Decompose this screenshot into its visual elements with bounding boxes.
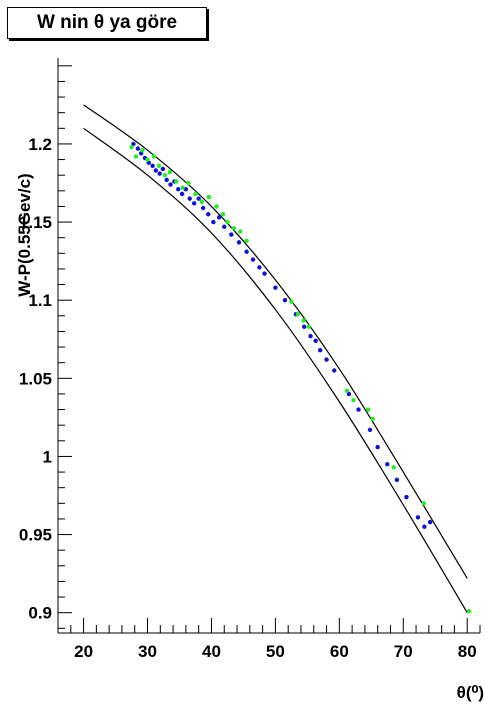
blue-data-point — [153, 168, 159, 173]
green-data-point — [140, 147, 145, 153]
green-data-point — [206, 194, 212, 200]
tick-labels-layer: 20 30 40 50 60 70 80 0.9 0.95 1 1.05 1.1 1.15 1.2 — [19, 135, 477, 661]
blue-data-point — [222, 224, 227, 229]
blue-data-point — [308, 333, 313, 339]
green-data-point — [129, 144, 134, 150]
blue-data-point — [301, 324, 307, 329]
blue-data-point — [244, 249, 249, 254]
blue-data-point — [236, 240, 242, 245]
lower-envelope-curve — [83, 127, 468, 613]
green-data-point — [145, 157, 150, 162]
x-tick-label: 40 — [202, 642, 221, 661]
blue-data-point — [179, 191, 185, 197]
blue-data-point — [415, 515, 421, 520]
green-data-point — [370, 416, 375, 422]
green-data-point — [220, 212, 226, 217]
blue-data-point — [160, 166, 166, 172]
green-data-point — [214, 204, 219, 209]
blue-data-point — [257, 265, 262, 270]
green-data-point — [244, 238, 249, 244]
y-tick-label: 1 — [43, 447, 52, 466]
x-tick-label: 60 — [330, 642, 349, 661]
axes-layer — [57, 58, 481, 634]
blue-data-point — [176, 187, 181, 192]
y-tick-label: 0.95 — [19, 526, 52, 545]
blue-data-point — [262, 271, 267, 276]
blue-data-point — [206, 212, 211, 217]
green-data-point — [133, 154, 139, 159]
green-data-point — [186, 180, 191, 186]
blue-data-point — [356, 407, 361, 412]
blue-data-point — [191, 201, 197, 206]
blue-data-point — [422, 524, 427, 529]
blue-data-point — [324, 357, 329, 362]
y-tick-label: 1.1 — [28, 291, 52, 310]
green-data-point — [351, 397, 356, 403]
blue-data-point — [250, 257, 256, 262]
blue-data-point — [427, 519, 433, 525]
points-layer — [129, 141, 472, 614]
green-data-point — [180, 185, 185, 190]
blue-data-point — [196, 196, 201, 201]
green-data-point — [174, 179, 179, 184]
blue-data-point — [394, 477, 400, 483]
blue-data-point — [216, 215, 222, 220]
green-data-point — [151, 154, 157, 159]
blue-data-point — [211, 219, 216, 225]
green-data-point — [231, 226, 237, 231]
x-tick-label: 30 — [138, 642, 157, 661]
x-axis-title: θ(⁰) — [457, 683, 484, 702]
curves-layer — [83, 104, 468, 613]
green-data-point — [295, 312, 300, 317]
green-data-point — [193, 191, 198, 197]
green-data-point — [306, 324, 311, 329]
blue-data-point — [367, 427, 373, 433]
blue-data-point — [200, 205, 206, 211]
green-data-point — [421, 501, 426, 506]
blue-data-point — [150, 163, 155, 169]
x-tick-label: 50 — [266, 642, 285, 661]
chart-title: W nin θ ya göre — [7, 7, 207, 39]
y-tick-label: 1.2 — [28, 135, 52, 154]
green-data-point — [156, 163, 162, 169]
blue-data-point — [317, 347, 323, 353]
green-data-point — [162, 172, 167, 178]
y-tick-label: 1.15 — [19, 213, 52, 232]
blue-data-point — [187, 196, 192, 201]
green-data-point — [344, 388, 350, 394]
y-axis-title: W-P(0.55Gev/c) — [15, 173, 34, 296]
blue-data-point — [282, 297, 288, 303]
x-tick-label: 70 — [394, 642, 413, 661]
blue-data-point — [385, 462, 390, 467]
green-data-point — [301, 318, 306, 323]
x-tick-label: 20 — [74, 642, 93, 661]
blue-data-point — [157, 171, 162, 176]
upper-envelope-curve — [83, 104, 468, 579]
green-data-point — [167, 169, 173, 175]
y-tick-label: 0.9 — [28, 604, 52, 623]
green-data-point — [289, 299, 294, 304]
blue-data-point — [164, 177, 169, 183]
x-tick-label: 80 — [458, 642, 477, 661]
blue-data-point — [168, 182, 173, 187]
green-data-point — [199, 199, 205, 204]
blue-data-point — [229, 232, 234, 237]
green-data-point — [225, 219, 230, 225]
blue-data-point — [273, 285, 278, 290]
blue-data-point — [313, 338, 318, 344]
green-data-point — [391, 465, 396, 470]
blue-data-point — [404, 494, 409, 500]
green-data-point — [466, 608, 472, 614]
y-tick-label: 1.05 — [19, 369, 52, 388]
blue-data-point — [332, 368, 337, 373]
green-data-point — [238, 229, 243, 234]
blue-data-point — [135, 146, 141, 151]
blue-data-point — [375, 444, 380, 450]
green-data-point — [365, 407, 371, 412]
